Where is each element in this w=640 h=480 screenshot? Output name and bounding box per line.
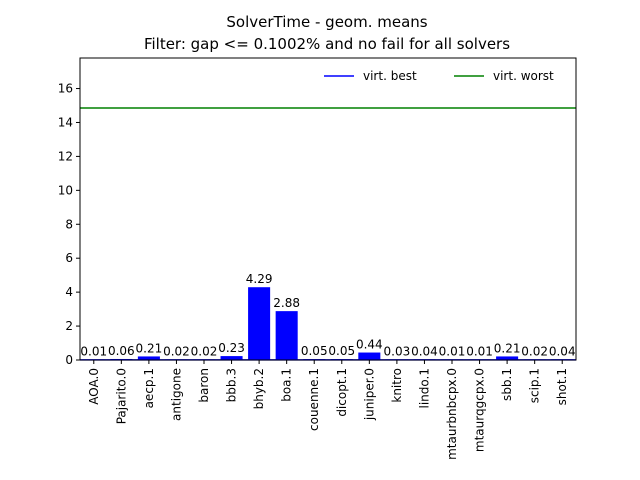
- bar-value-label: 0.21: [136, 341, 163, 355]
- bar-value-label: 0.05: [301, 344, 328, 358]
- bar: [358, 352, 381, 360]
- bar-value-label: 0.04: [549, 344, 576, 358]
- y-tick-label: 10: [58, 183, 73, 197]
- y-tick-label: 2: [65, 319, 73, 333]
- x-tick-label: juniper.0: [362, 368, 376, 421]
- y-tick-label: 16: [58, 82, 73, 96]
- y-tick-label: 8: [65, 217, 73, 231]
- legend: virt. best virt. worst: [324, 69, 554, 83]
- bar: [248, 287, 271, 360]
- x-tick-label: AOA.0: [87, 368, 101, 405]
- x-tick-label: boa.1: [280, 368, 294, 402]
- plot-frame: [79, 57, 577, 361]
- x-tick-label: mtaurqgcpx.0: [473, 368, 487, 452]
- x-tick-label: knitro: [390, 368, 404, 403]
- legend-label: virt. worst: [493, 69, 554, 83]
- x-tick-label: dicopt.1: [335, 368, 349, 417]
- bar-value-label: 0.06: [108, 344, 135, 358]
- bar-value-label: 0.01: [80, 344, 107, 358]
- y-tick-label: 4: [65, 285, 73, 299]
- y-tick-label: 0: [65, 353, 73, 367]
- bar: [275, 311, 298, 360]
- bar-value-label: 0.03: [384, 344, 411, 358]
- y-tick-label: 14: [58, 115, 73, 129]
- bar-value-label: 4.29: [246, 272, 273, 286]
- x-tick-label: lindo.1: [417, 368, 431, 408]
- legend-label: virt. best: [363, 69, 417, 83]
- bar-value-label: 0.02: [521, 344, 548, 358]
- bar-value-label: 0.04: [411, 344, 438, 358]
- bar: [220, 356, 243, 360]
- bar-value-label: 0.02: [191, 344, 218, 358]
- x-tick-label: bbb.3: [225, 368, 239, 402]
- plot-area: [80, 58, 576, 360]
- bar-value-label: 2.88: [273, 296, 300, 310]
- bar-value-label: 0.02: [163, 344, 190, 358]
- bars-group: 0.01 0.06 0.21 0.02 0.02 0.234.292.880.05 0.05…: [80, 272, 576, 360]
- x-tick-label: scip.1: [528, 368, 542, 403]
- bar: [137, 356, 160, 360]
- bar-value-label: 0.01: [466, 344, 493, 358]
- y-tick-label: 12: [58, 149, 73, 163]
- bar-value-label: 0.05: [328, 344, 355, 358]
- x-tick-label: aecp.1: [142, 368, 156, 408]
- y-axis: 0 2 4 6 8 10 12 14 16: [58, 82, 80, 367]
- bar: [496, 356, 519, 360]
- bar-value-label: 0.44: [356, 338, 383, 352]
- x-tick-label: shot.1: [555, 368, 569, 405]
- bar-value-label: 0.01: [439, 344, 466, 358]
- x-axis: AOA.0 Pajarito.0 aecp.1 antigone baron bbb.3 b…: [87, 360, 569, 460]
- x-tick-label: mtaurbnbcpx.0: [445, 368, 459, 460]
- x-tick-label: antigone: [169, 368, 183, 421]
- y-tick-label: 6: [65, 251, 73, 265]
- bar-value-label: 0.21: [494, 341, 521, 355]
- chart-title: SolverTime - geom. means: [226, 13, 427, 31]
- x-tick-label: baron: [197, 368, 211, 403]
- x-tick-label: bhyb.2: [252, 368, 266, 409]
- chart-subtitle: Filter: gap <= 0.1002% and no fail for a…: [144, 35, 510, 53]
- x-tick-label: Pajarito.0: [114, 368, 128, 424]
- x-tick-label: sbb.1: [500, 368, 514, 401]
- x-tick-label: couenne.1: [307, 368, 321, 431]
- bar-value-label: 0.23: [218, 341, 245, 355]
